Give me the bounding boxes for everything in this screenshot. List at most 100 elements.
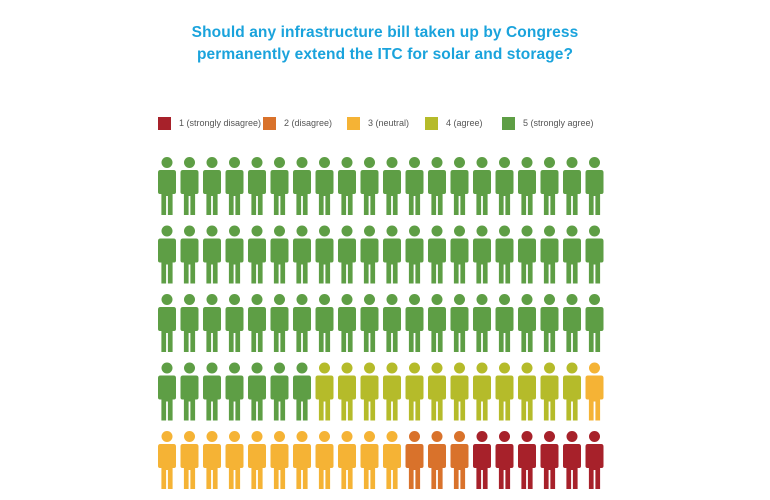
person-icon-strongly-agree bbox=[158, 225, 176, 284]
person-icon-agree bbox=[338, 362, 356, 421]
person-icon-neutral bbox=[180, 431, 199, 489]
person-icon-agree bbox=[383, 362, 401, 421]
person-icon-strongly-agree bbox=[405, 294, 424, 352]
person-icon-strongly-agree bbox=[563, 157, 581, 215]
person-icon-strongly-agree bbox=[585, 225, 604, 284]
person-icon-strongly-agree bbox=[473, 225, 491, 284]
legend-item-disagree: 2 (disagree) bbox=[263, 114, 332, 132]
legend-swatch-agree bbox=[425, 116, 438, 130]
person-icon-strongly-agree bbox=[495, 157, 514, 215]
legend-item-strongly-disagree: 1 (strongly disagree) bbox=[158, 114, 261, 132]
person-icon-strongly-agree bbox=[518, 294, 536, 352]
person-icon-strongly-agree bbox=[180, 157, 199, 215]
person-icon-agree bbox=[428, 362, 446, 421]
person-icon-strongly-agree bbox=[248, 225, 266, 284]
person-icon-strongly-disagree bbox=[495, 431, 514, 489]
person-icon-strongly-agree bbox=[383, 294, 401, 352]
person-icon-agree bbox=[405, 362, 424, 421]
person-icon-strongly-agree bbox=[270, 294, 289, 352]
person-icon-strongly-agree bbox=[360, 294, 379, 352]
person-icon-strongly-agree bbox=[225, 157, 244, 215]
person-icon-disagree bbox=[405, 431, 424, 489]
person-icon-neutral bbox=[203, 431, 221, 489]
person-icon-strongly-agree bbox=[225, 225, 244, 284]
person-icon-strongly-agree bbox=[225, 362, 244, 421]
person-icon-strongly-agree bbox=[203, 294, 221, 352]
chart-title-line-2: permanently extend the ITC for solar and… bbox=[196, 46, 574, 63]
legend-label-disagree: 2 (disagree) bbox=[284, 118, 333, 128]
person-icon-agree bbox=[563, 362, 581, 421]
person-icon-strongly-agree bbox=[338, 225, 356, 284]
person-icon-strongly-disagree bbox=[563, 431, 581, 489]
person-icon-strongly-agree bbox=[495, 225, 514, 284]
legend-item-agree: 4 (agree) bbox=[425, 114, 483, 132]
person-icon-strongly-agree bbox=[248, 294, 266, 352]
person-icon-strongly-agree bbox=[315, 294, 334, 352]
person-icon-neutral bbox=[248, 431, 266, 489]
person-icon-strongly-agree bbox=[563, 225, 581, 284]
person-icon-strongly-agree bbox=[180, 362, 199, 421]
person-icon-neutral bbox=[270, 431, 289, 489]
legend-swatch-strongly-disagree bbox=[158, 116, 171, 130]
legend-item-strongly-agree: 5 (strongly agree) bbox=[502, 114, 594, 132]
person-icon-strongly-agree bbox=[473, 157, 491, 215]
person-icon-strongly-disagree bbox=[540, 431, 559, 489]
person-icon-strongly-agree bbox=[293, 157, 311, 215]
chart-title-line-1: Should any infrastructure bill taken up … bbox=[191, 24, 579, 41]
person-icon-strongly-agree bbox=[315, 157, 334, 215]
person-icon-strongly-agree bbox=[585, 294, 604, 352]
person-icon-strongly-agree bbox=[450, 294, 469, 352]
person-icon-strongly-agree bbox=[383, 225, 401, 284]
person-icon-strongly-agree bbox=[293, 362, 311, 421]
person-icon-strongly-agree bbox=[405, 157, 424, 215]
person-icon-strongly-agree bbox=[450, 225, 469, 284]
person-icon-disagree bbox=[428, 431, 446, 489]
person-icon-strongly-disagree bbox=[518, 431, 536, 489]
person-icon-agree bbox=[450, 362, 469, 421]
person-icon-strongly-agree bbox=[203, 362, 221, 421]
legend-item-neutral: 3 (neutral) bbox=[347, 114, 409, 132]
person-icon-strongly-agree bbox=[293, 225, 311, 284]
legend-label-agree: 4 (agree) bbox=[446, 118, 483, 128]
legend-label-neutral: 3 (neutral) bbox=[368, 118, 410, 128]
person-icon-strongly-agree bbox=[203, 157, 221, 215]
person-icon-strongly-agree bbox=[585, 157, 604, 215]
person-icon-strongly-agree bbox=[540, 294, 559, 352]
person-icon-strongly-agree bbox=[405, 225, 424, 284]
person-icon-strongly-agree bbox=[450, 157, 469, 215]
person-icon-strongly-agree bbox=[540, 225, 559, 284]
person-icon-strongly-agree bbox=[203, 225, 221, 284]
person-icon-neutral bbox=[585, 362, 604, 421]
person-icon-strongly-agree bbox=[315, 225, 334, 284]
person-icon-strongly-agree bbox=[518, 225, 536, 284]
person-icon-strongly-agree bbox=[495, 294, 514, 352]
person-icon-strongly-agree bbox=[428, 294, 446, 352]
pictograph-chart bbox=[158, 157, 604, 489]
person-icon-neutral bbox=[225, 431, 244, 489]
person-icon-strongly-agree bbox=[473, 294, 491, 352]
person-icon-strongly-agree bbox=[293, 294, 311, 352]
person-icon-strongly-disagree bbox=[585, 431, 604, 489]
person-icon-agree bbox=[473, 362, 491, 421]
person-icon-strongly-agree bbox=[270, 362, 289, 421]
person-icon-strongly-agree bbox=[518, 157, 536, 215]
legend-label-strongly-agree: 5 (strongly agree) bbox=[523, 118, 594, 128]
pictograph-grid bbox=[158, 157, 604, 489]
legend-swatch-strongly-agree bbox=[502, 116, 515, 130]
legend-swatch-disagree bbox=[263, 116, 276, 130]
person-icon-strongly-agree bbox=[540, 157, 559, 215]
chart-title: Should any infrastructure bill taken up … bbox=[0, 22, 770, 66]
person-icon-neutral bbox=[315, 431, 334, 489]
person-icon-strongly-agree bbox=[225, 294, 244, 352]
legend-label-strongly-disagree: 1 (strongly disagree) bbox=[179, 118, 262, 128]
person-icon-strongly-agree bbox=[248, 157, 266, 215]
person-icon-neutral bbox=[293, 431, 311, 489]
person-icon-strongly-agree bbox=[338, 294, 356, 352]
person-icon-strongly-disagree bbox=[473, 431, 491, 489]
person-icon-agree bbox=[540, 362, 559, 421]
person-icon-strongly-agree bbox=[383, 157, 401, 215]
person-icon-strongly-agree bbox=[428, 157, 446, 215]
person-icon-strongly-agree bbox=[270, 225, 289, 284]
person-icon-neutral bbox=[360, 431, 379, 489]
person-icon-agree bbox=[315, 362, 334, 421]
